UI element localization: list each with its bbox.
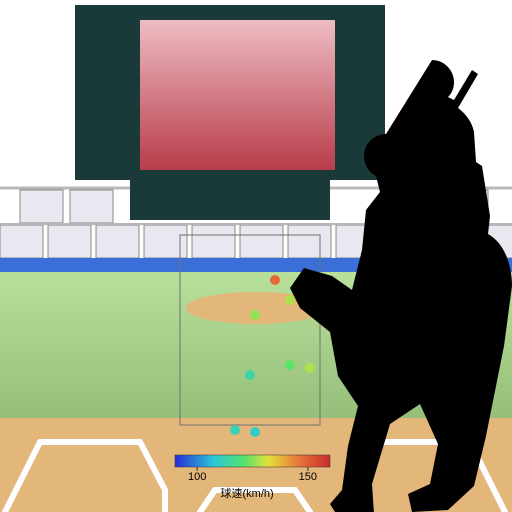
pitch-point <box>285 295 295 305</box>
pitch-point <box>270 275 280 285</box>
pitch-point <box>285 360 295 370</box>
colorbar-tick-label: 150 <box>299 471 317 483</box>
pitch-point <box>305 363 315 373</box>
colorbar-axis-label: 球速(km/h) <box>221 485 274 501</box>
colorbar <box>175 455 330 467</box>
colorbar-tick-label: 100 <box>188 471 206 483</box>
pitch-point <box>245 370 255 380</box>
pitch-point <box>250 310 260 320</box>
pitch-point <box>250 427 260 437</box>
pitch-point <box>230 425 240 435</box>
pitch-chart: 100 150 球速(km/h) <box>0 0 512 512</box>
